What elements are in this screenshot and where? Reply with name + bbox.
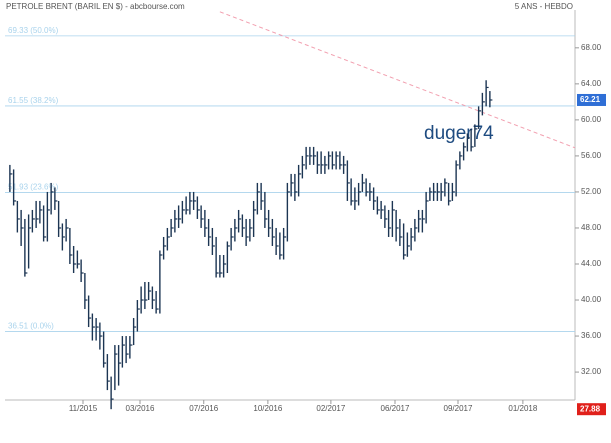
chart-title: PETROLE BRENT (BARIL EN $) - abcbourse.c… — [6, 2, 185, 11]
y-tick-label: 48.00 — [581, 223, 602, 232]
y-tick-label: 60.00 — [581, 115, 602, 124]
y-tick-label: 64.00 — [581, 79, 602, 88]
trendline — [219, 11, 576, 149]
fib-label: 36.51 (0.0%) — [8, 322, 54, 331]
y-tick-label: 52.00 — [581, 187, 602, 196]
last-price-label: 62.21 — [580, 95, 601, 104]
min-price-label: 27.88 — [580, 404, 601, 413]
y-tick-label: 40.00 — [581, 295, 602, 304]
y-tick-label: 36.00 — [581, 331, 602, 340]
x-tick-label: 06/2017 — [381, 404, 410, 413]
x-tick-label: 02/2017 — [316, 404, 345, 413]
y-tick-label: 68.00 — [581, 43, 602, 52]
last-price-box — [577, 93, 606, 106]
x-tick-label: 03/2016 — [126, 404, 155, 413]
chart-subtitle: 5 ANS - HEBDO — [515, 2, 573, 11]
x-tick-label: 01/2018 — [508, 404, 537, 413]
fib-label: 69.33 (50.0%) — [8, 26, 59, 35]
y-tick-label: 32.00 — [581, 367, 602, 376]
watermark: duger74 — [424, 123, 494, 144]
x-tick-label: 11/2015 — [69, 404, 98, 413]
x-tick-label: 09/2017 — [444, 404, 473, 413]
min-price-box — [577, 403, 606, 416]
fib-label: 61.55 (38.2%) — [8, 96, 59, 105]
fib-label: 51.93 (23.6%) — [8, 183, 59, 192]
y-tick-label: 44.00 — [581, 259, 602, 268]
x-tick-label: 07/2016 — [189, 404, 218, 413]
y-tick-label: 56.00 — [581, 151, 602, 160]
x-tick-label: 10/2016 — [253, 404, 282, 413]
